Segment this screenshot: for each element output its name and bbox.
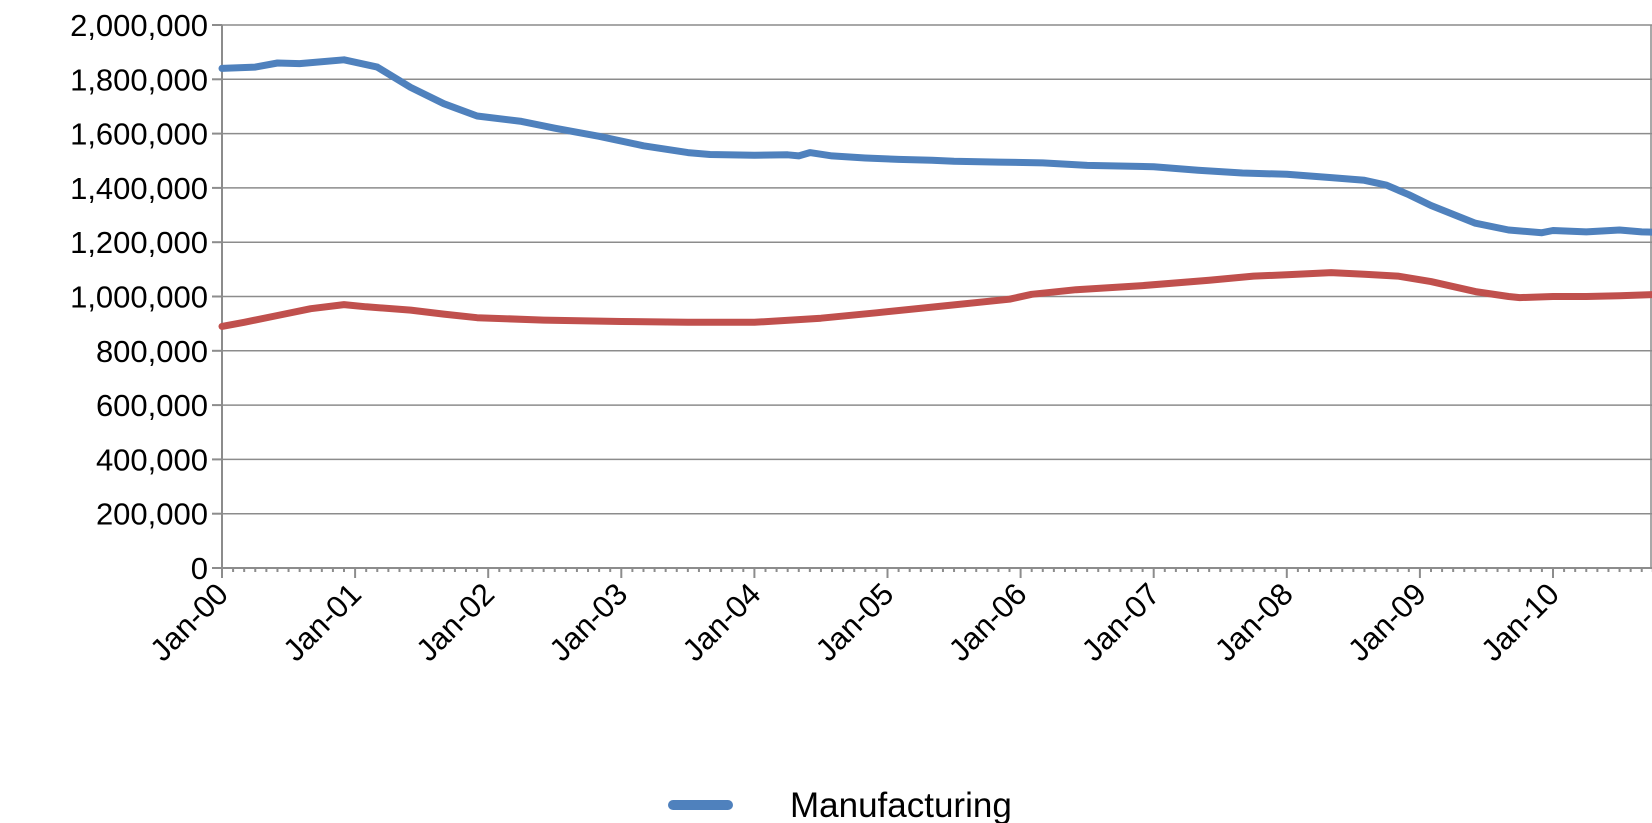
y-tick-label: 600,000 — [96, 388, 208, 423]
y-tick-label: 0 — [191, 551, 208, 586]
x-tick-label: Jan-06 — [942, 576, 1034, 668]
axes: 0 200,000 400,000 600,000 800,000 1,000,000 1,… — [70, 8, 1652, 668]
x-tick-label: Jan-00 — [143, 576, 235, 668]
y-tick-label: 2,000,000 — [70, 8, 208, 43]
y-tick-label: 1,200,000 — [70, 225, 208, 260]
y-tick-label: 1,000,000 — [70, 280, 208, 315]
x-tick-label: Jan-04 — [676, 576, 768, 668]
x-tick-label: Jan-01 — [276, 576, 368, 668]
y-tick-label: 200,000 — [96, 497, 208, 532]
x-tick-label: Jan-03 — [542, 576, 634, 668]
legend-label-manufacturing: Manufacturing — [790, 786, 1012, 823]
x-tick-label: Jan-08 — [1208, 576, 1300, 668]
series-lines — [218, 56, 1652, 330]
y-tick-label: 400,000 — [96, 442, 208, 477]
x-tick-label: Jan-09 — [1341, 576, 1433, 668]
y-tick-label: 800,000 — [96, 334, 208, 369]
y-tick-label: 1,800,000 — [70, 62, 208, 97]
series-line-series-2 — [218, 269, 1652, 330]
x-tick-label: Jan-10 — [1474, 576, 1566, 668]
x-tick-label: Jan-05 — [809, 576, 901, 668]
x-tick-label: Jan-02 — [409, 576, 501, 668]
series-line-manufacturing — [218, 56, 1652, 237]
x-tick-label: Jan-07 — [1075, 576, 1167, 668]
y-tick-label: 1,400,000 — [70, 171, 208, 206]
legend: Manufacturing — [668, 786, 1012, 823]
y-tick-label: 1,600,000 — [70, 117, 208, 152]
gridlines — [222, 24, 1652, 568]
